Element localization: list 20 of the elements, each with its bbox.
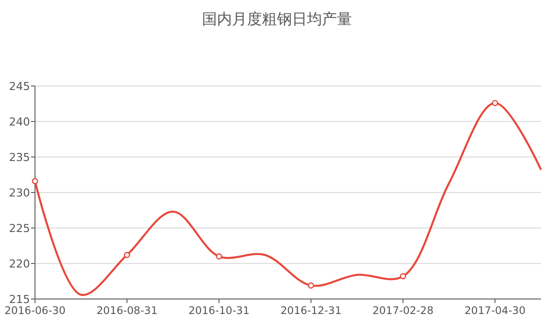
- y-tick-label: 245: [9, 80, 30, 93]
- x-tick-label: 2017-04-30: [464, 305, 526, 317]
- chart-title: 国内月度粗钢日均产量: [202, 10, 352, 28]
- x-tick-label: 2016-10-31: [188, 305, 250, 317]
- x-tick-label: 2016-12-31: [280, 305, 342, 317]
- x-tick-label: 2017-02-28: [372, 305, 434, 317]
- point: [400, 273, 406, 280]
- y-tick-label: 240: [9, 115, 30, 128]
- point: [32, 178, 38, 184]
- y-tick-label: 230: [9, 186, 30, 200]
- point: [492, 100, 498, 106]
- y-tick-label: 235: [9, 150, 30, 164]
- point: [124, 252, 130, 258]
- y-tick-label: 220: [9, 257, 30, 270]
- point: [308, 282, 314, 289]
- point: [216, 253, 222, 260]
- x-tick-label: 2016-06-30: [4, 305, 66, 317]
- x-tick-label: 2016-08-31: [96, 305, 158, 317]
- y-tick-label: 225: [9, 222, 30, 235]
- y-tick-label: 215: [9, 292, 30, 306]
